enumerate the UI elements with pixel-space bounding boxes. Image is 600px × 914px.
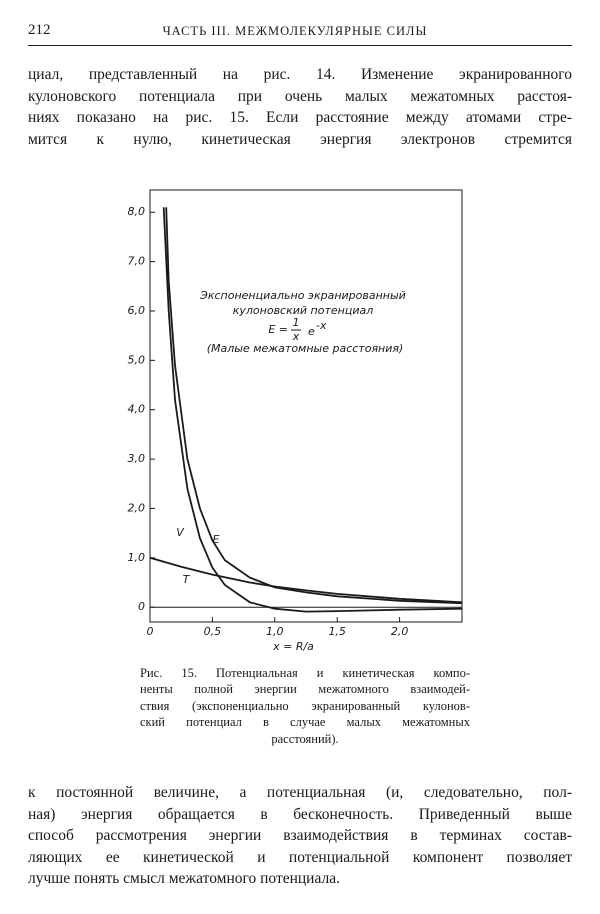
y-tick-label: 5,0	[128, 353, 146, 366]
formula: e	[308, 325, 315, 338]
y-tick-label: 1,0	[128, 551, 146, 564]
curve-label: V	[176, 526, 185, 539]
header-rule	[28, 45, 572, 46]
caption-line: расстояний).	[271, 731, 339, 746]
annotation-note: (Малые межатомные расстояния)	[207, 342, 404, 355]
curve-label: T	[183, 573, 191, 586]
formula: x	[292, 330, 300, 343]
formula: E =	[268, 323, 288, 336]
curve	[162, 207, 462, 613]
paragraph: к постоянной величине, а потенциальная (…	[28, 782, 572, 890]
x-tick-label: 1,5	[328, 625, 346, 638]
caption-line: ненты полной энергии межатомного взаимод…	[140, 682, 470, 697]
annotation: кулоновский потенциал	[233, 304, 374, 317]
text-line: циал, представленный на рис. 14. Изменен…	[28, 66, 572, 83]
running-title: ЧАСТЬ III. МЕЖМОЛЕКУЛЯРНЫЕ СИЛЫ	[162, 24, 428, 38]
curves	[150, 207, 462, 613]
caption: Рис. 15. Потенциальная и кинетическая ко…	[140, 665, 470, 747]
curve	[150, 556, 462, 604]
formula: 1	[293, 316, 300, 329]
y-tick-label: 0	[138, 600, 145, 613]
text-line: к постоянной величине, а потенциальная (…	[28, 784, 572, 801]
x-tick-label: 2,0	[391, 625, 409, 638]
text-line: ляющих ее кинетической и потенциальной к…	[28, 848, 572, 866]
paragraph: циал, представленный на рис. 14. Изменен…	[28, 64, 572, 150]
formula: -x	[316, 319, 327, 332]
text-line: ниях показано на рис. 15. Если расстояни…	[28, 109, 572, 127]
text-line: лучше понять смысл межатомного потенциал…	[28, 870, 340, 888]
y-tick-label: 3,0	[128, 452, 146, 465]
y-tick-label: 6,0	[128, 304, 146, 317]
text-line: мится к нулю, кинетическая энергия элект…	[28, 130, 572, 148]
y-tick-label: 2,0	[128, 501, 146, 514]
annotation: Экспоненциально экранированный	[199, 289, 406, 302]
caption-line: Рис. 15. Потенциальная и кинетическая ко…	[140, 666, 470, 680]
x-tick-label: 1,0	[266, 625, 284, 638]
y-tick-label: 4,0	[128, 403, 146, 416]
page-number: 212	[28, 22, 51, 38]
caption-line: ствия (экспоненциально экранированный ку…	[140, 698, 470, 713]
curve	[165, 207, 462, 605]
x-tick-label: 0	[147, 625, 154, 638]
text-line: ная) энергия обращается в бесконечность.…	[28, 805, 572, 823]
x-axis-label: x = R/a	[272, 640, 314, 653]
y-tick-label: 8,0	[128, 205, 146, 218]
text-line: способ рассмотрения энергии взаимодейств…	[28, 827, 572, 845]
text-line: кулоновского потенциала при очень малых …	[28, 87, 572, 105]
curve-label: E	[213, 533, 220, 546]
plot-frame	[149, 189, 463, 623]
caption-line: ский потенциал в случае малых межатомных	[140, 715, 470, 730]
y-tick-label: 7,0	[128, 255, 146, 268]
x-tick-label: 0,5	[204, 625, 222, 638]
